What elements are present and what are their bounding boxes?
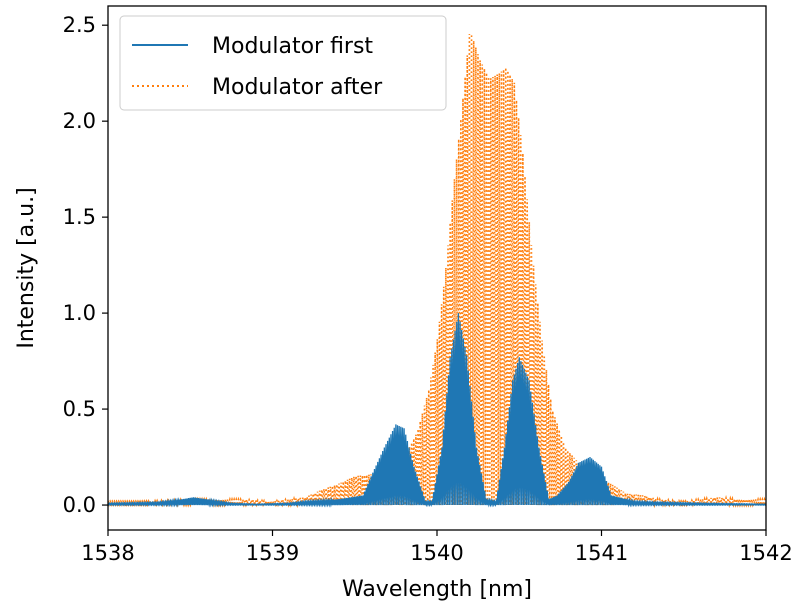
x-tick-label: 1542 <box>739 541 792 565</box>
x-tick-label: 1541 <box>575 541 628 565</box>
legend-label-modulator-first: Modulator first <box>212 34 373 59</box>
y-tick-label: 1.5 <box>63 205 96 229</box>
x-tick-label: 1538 <box>81 541 134 565</box>
series-layer <box>108 33 766 509</box>
x-tick-label: 1539 <box>246 541 299 565</box>
y-axis-label: Intensity [a.u.] <box>14 187 39 348</box>
y-tick-label: 0.0 <box>63 493 96 517</box>
y-tick-label: 1.0 <box>63 301 96 325</box>
x-axis: 1538 1539 1540 1541 1542 <box>81 530 793 565</box>
series-line-modulator-first <box>108 313 766 508</box>
y-axis: 0.0 0.5 1.0 1.5 2.0 2.5 <box>63 13 108 517</box>
y-tick-label: 2.0 <box>63 109 96 133</box>
x-axis-label: Wavelength [nm] <box>342 577 532 602</box>
y-tick-label: 0.5 <box>63 397 96 421</box>
legend: Modulator first Modulator after <box>119 15 447 111</box>
y-tick-label: 2.5 <box>63 13 96 37</box>
legend-box <box>119 15 447 111</box>
x-tick-label: 1540 <box>410 541 463 565</box>
legend-label-modulator-after: Modulator after <box>212 75 383 100</box>
